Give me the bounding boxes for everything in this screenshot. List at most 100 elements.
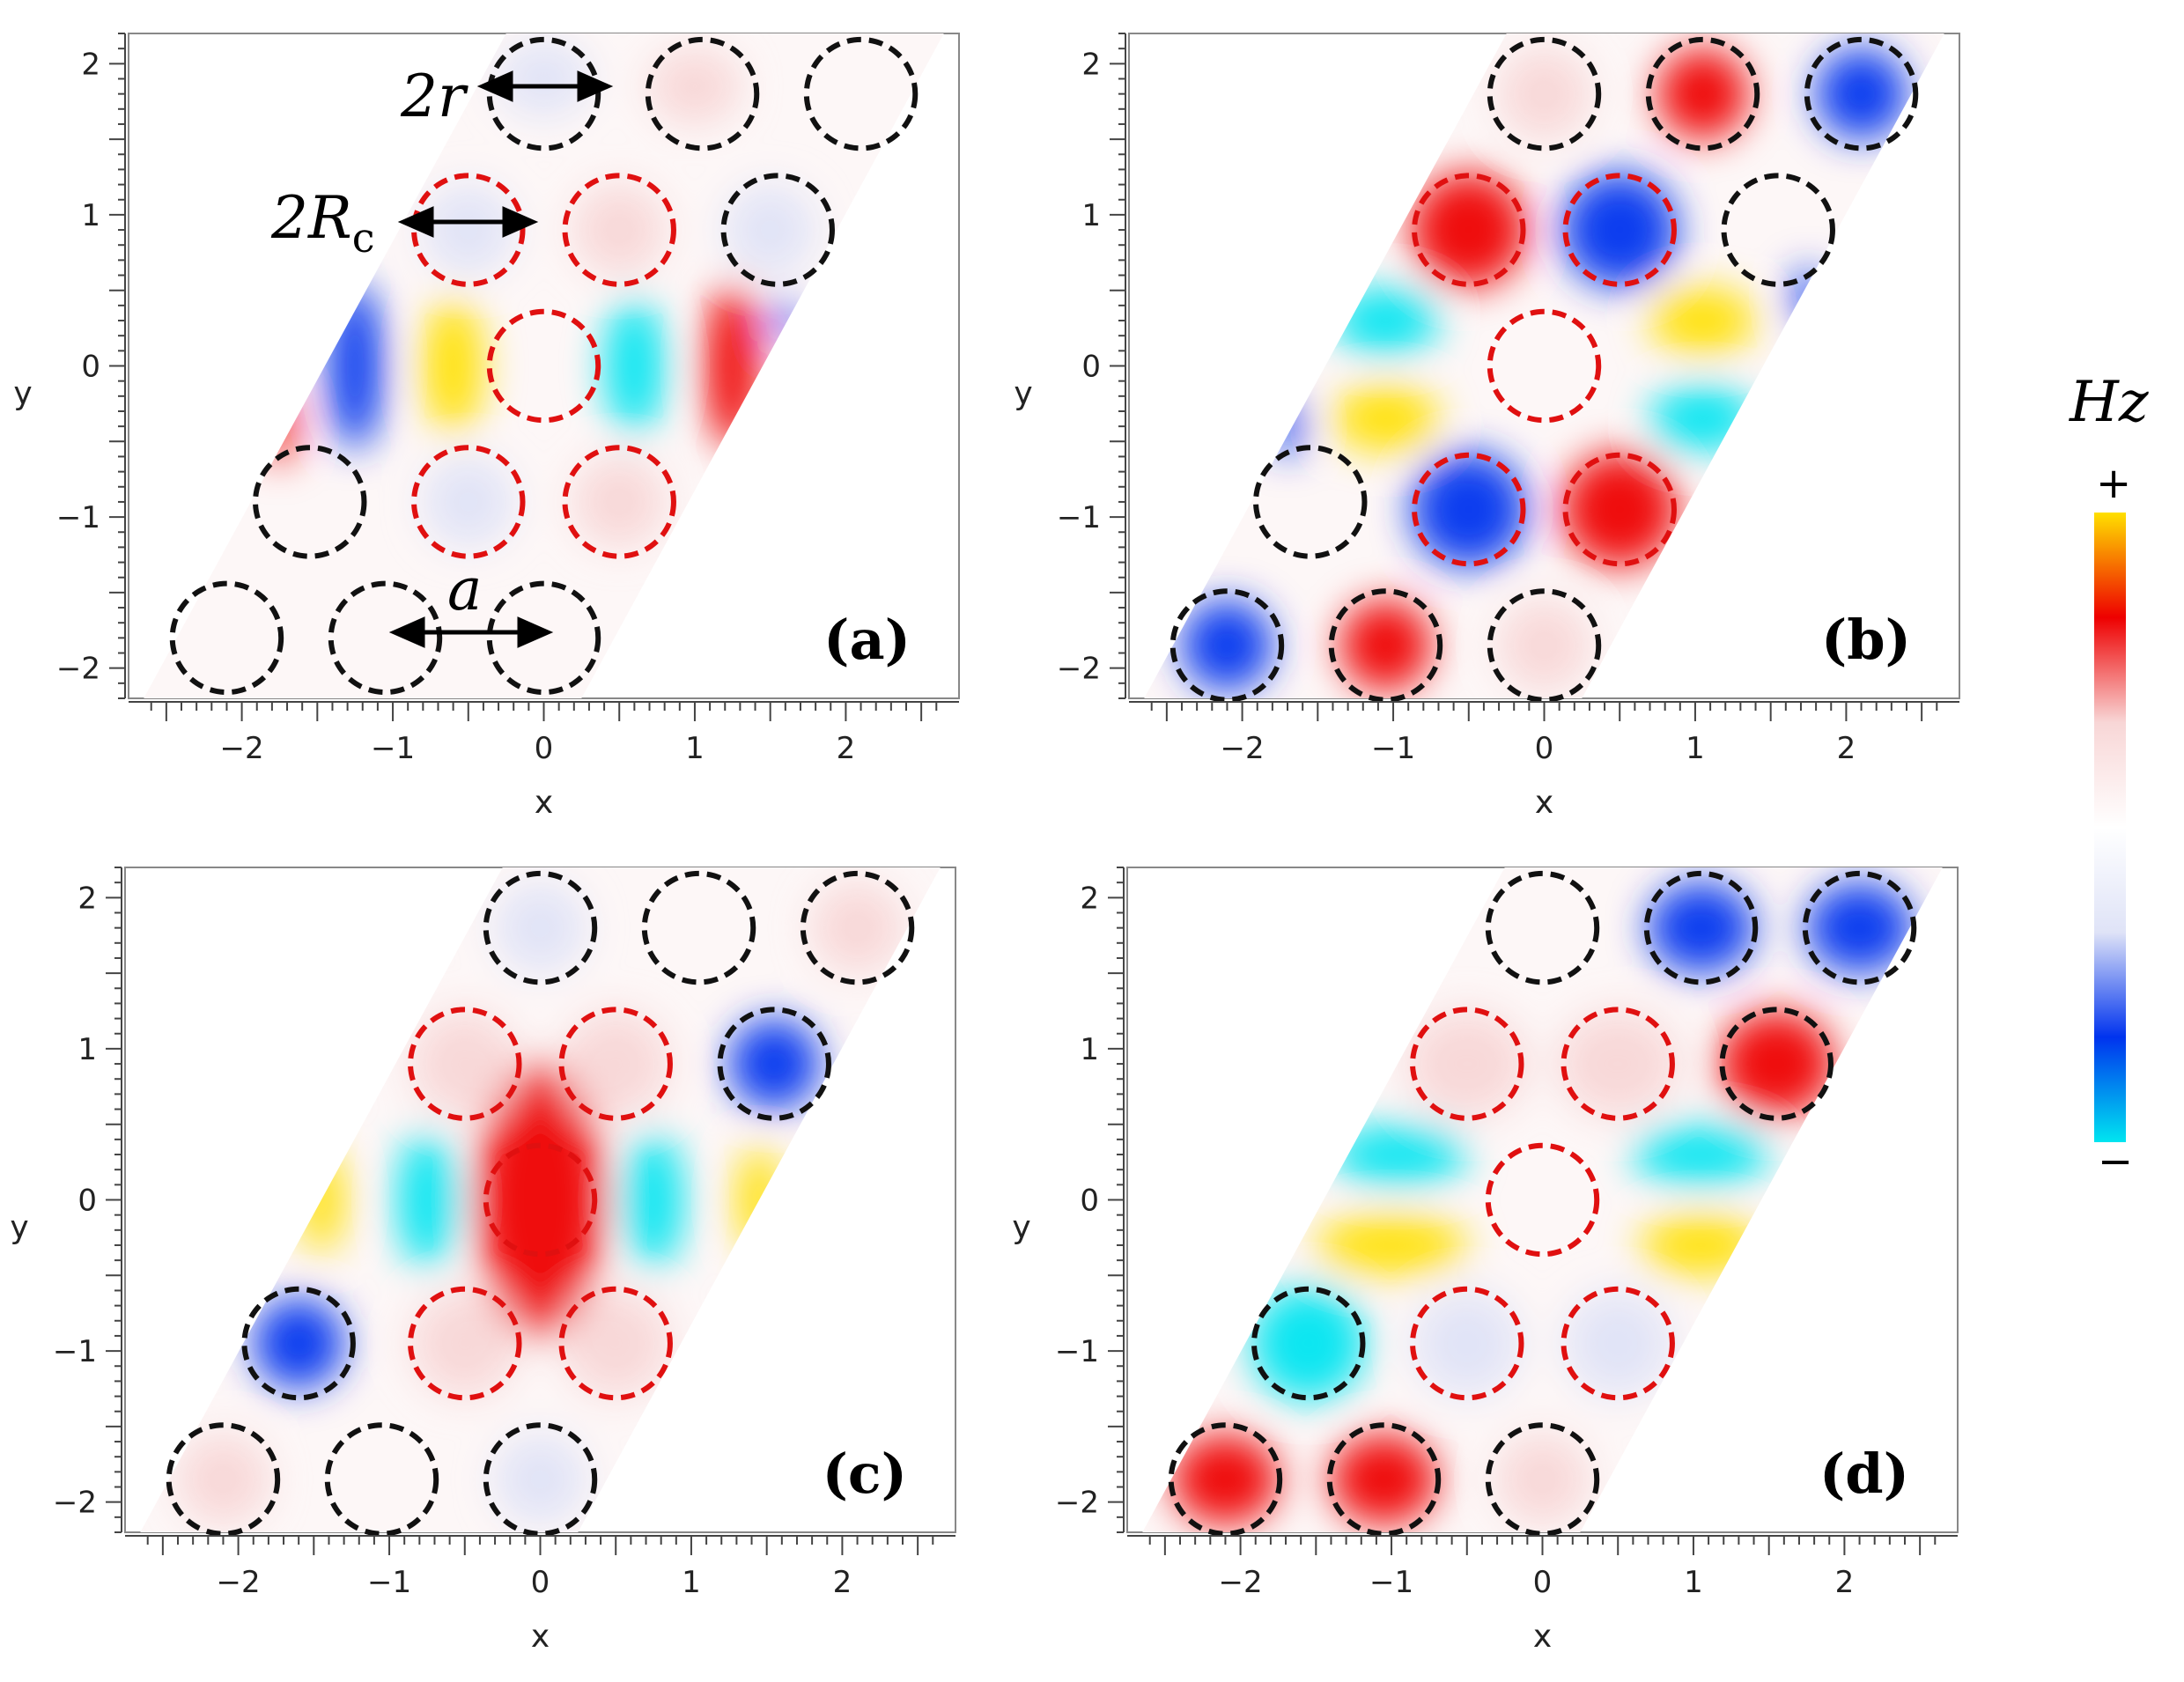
colorbar: Hz + −	[2069, 370, 2150, 1186]
field-blob	[1316, 1214, 1467, 1276]
field-blob	[495, 882, 586, 974]
x-axis-title: x	[1533, 1619, 1552, 1655]
rod-circle-red	[558, 1007, 673, 1121]
rod-circle-black	[486, 580, 601, 696]
x-tick-label: −1	[1371, 731, 1415, 766]
rod-circle-red	[1412, 173, 1526, 287]
field-blob	[1499, 600, 1590, 691]
field-blob	[1497, 1434, 1588, 1525]
rod-circle-red	[408, 1007, 522, 1121]
rod-circle-black	[1643, 870, 1759, 985]
rod-circle-black	[241, 1286, 356, 1401]
annotation-two-rc-main: 2R	[270, 184, 352, 252]
rod-circle-red	[1562, 452, 1677, 567]
annotation-a: a	[447, 556, 482, 623]
colorbar-title: Hz	[2069, 370, 2150, 435]
rod-circle-black	[641, 870, 756, 985]
field-blob	[411, 1290, 518, 1397]
x-tick-label: 0	[1533, 1565, 1553, 1600]
rod-circle-red	[1410, 1007, 1524, 1121]
x-tick-label: −2	[217, 1565, 261, 1600]
field-blob	[1816, 48, 1907, 140]
y-tick-label: 2	[81, 47, 100, 82]
y-tick-label: 2	[1081, 47, 1101, 82]
y-tick-label: 0	[81, 350, 100, 385]
field-blob	[649, 48, 741, 124]
field-blob	[411, 1011, 518, 1118]
rod-circle-black	[1645, 36, 1760, 151]
field-blob	[1557, 1011, 1679, 1118]
field-blob	[1340, 600, 1431, 691]
rod-circle-black	[166, 1422, 281, 1537]
x-tick-label: −2	[220, 731, 264, 766]
field-blob	[396, 1132, 458, 1268]
rod-circle-red	[1561, 1007, 1675, 1121]
rod-circle-black	[483, 870, 598, 985]
panel-a: −2 −1 0 1 2 x −2 −1 0 1 2 y (a)	[13, 33, 960, 821]
x-tick-label: −1	[1369, 1565, 1413, 1600]
panel-label: (c)	[823, 1442, 907, 1506]
field-blob	[1331, 1434, 1437, 1525]
annotation-two-rc: 2Rc	[270, 184, 374, 262]
x-axis-title: x	[531, 1619, 550, 1655]
rod-circle-black	[1721, 173, 1835, 287]
x-tick-label: 1	[1684, 1565, 1703, 1600]
x-tick-label: 0	[535, 731, 554, 766]
field-blob	[1562, 452, 1678, 567]
y-tick-label: 0	[1081, 350, 1101, 385]
field-blob	[1411, 452, 1526, 567]
x-tick-label: 2	[1835, 1565, 1855, 1600]
field-blob	[1657, 48, 1748, 140]
field-blob	[423, 456, 514, 548]
field-blob	[812, 882, 903, 974]
x-tick-label: −2	[1221, 731, 1265, 766]
arrow-a	[388, 616, 554, 648]
rod-circle-black	[328, 580, 443, 696]
rod-circle-black	[1168, 1422, 1283, 1537]
y-tick-label: −1	[1055, 1334, 1099, 1369]
y-axis-title: y	[1012, 1209, 1030, 1245]
field-blob	[1633, 1124, 1769, 1185]
field-blob	[1649, 287, 1756, 354]
panel-label: (b)	[1821, 608, 1911, 672]
rod-circle-red	[1410, 1286, 1524, 1401]
x-tick-label: 1	[685, 731, 705, 766]
field-blob	[476, 1064, 604, 1336]
rod-circle-red	[411, 445, 526, 559]
rod-circle-black	[324, 1422, 439, 1537]
rod-circle-red	[483, 1142, 598, 1258]
field-blob	[1719, 1011, 1834, 1118]
panel-label: (a)	[823, 608, 911, 672]
rod-circle-black	[483, 1422, 598, 1537]
x-tick-label: −2	[1219, 1565, 1263, 1600]
field-blob	[1331, 1124, 1467, 1185]
y-axis-title: y	[1014, 375, 1032, 411]
colorbar-gradient	[2094, 513, 2126, 1142]
field-map	[1144, 33, 1944, 698]
panel-d: −2 −1 0 1 2 x −2 −1 0 1 2 y (d)	[1012, 867, 1959, 1655]
rod-circle-black	[1328, 588, 1443, 703]
rod-circle-red	[486, 308, 601, 424]
colorbar-max-label: +	[2096, 459, 2131, 508]
annotation-two-rc-sub: c	[352, 214, 375, 262]
y-tick-label: 2	[1080, 881, 1099, 916]
rod-circle-red	[411, 173, 526, 287]
field-blob	[1182, 600, 1273, 691]
rod-circle-black	[169, 580, 284, 696]
y-tick-label: −2	[1057, 652, 1101, 687]
rod-circle-black	[717, 1007, 831, 1121]
arrow-two-r	[476, 70, 614, 102]
x-tick-label: −1	[367, 1565, 411, 1600]
field-blob	[604, 298, 665, 434]
rod-circle-black	[800, 870, 915, 985]
field-blob	[563, 1011, 669, 1118]
y-tick-label: 1	[77, 1032, 97, 1067]
field-blob	[1332, 287, 1439, 354]
panel-c: −2 −1 0 1 2 x −2 −1 0 1 2 y (c)	[10, 867, 956, 1655]
field-blob	[1172, 1434, 1279, 1525]
rod-circle-black	[1719, 1007, 1834, 1121]
y-axis-title: y	[10, 1209, 28, 1245]
field-map	[1142, 867, 1943, 1532]
field-blob	[423, 298, 483, 434]
rod-circle-red	[1412, 452, 1526, 567]
